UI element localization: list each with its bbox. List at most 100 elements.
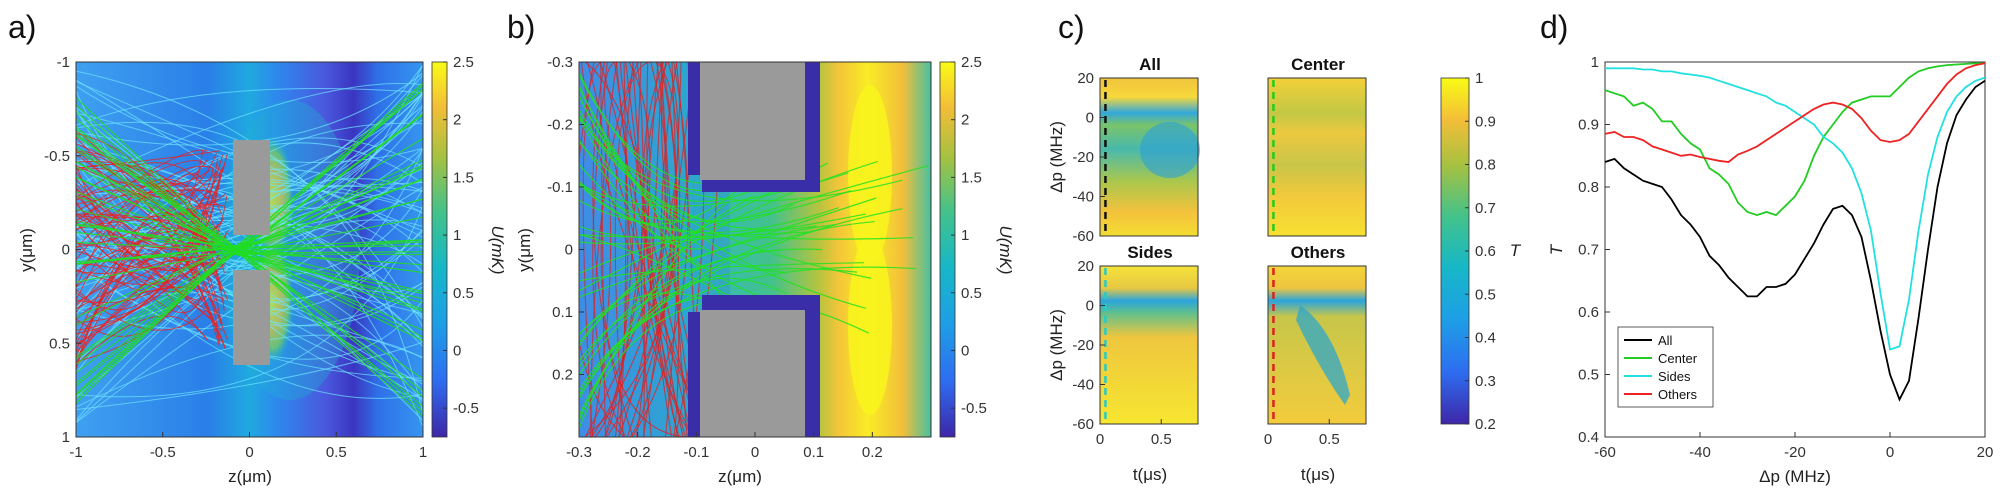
panel-d-ytick-label: 0.7 (1578, 242, 1599, 259)
panel-a-trajectory-cyan (76, 72, 423, 146)
panel-a-xtick-label: 1 (419, 444, 427, 461)
panel-a-colorbar-label: U(mK) (488, 225, 507, 274)
panel-b-cb-tick-label: 1 (961, 227, 969, 244)
panel-c-ytick-label: 0 (1086, 298, 1094, 315)
panel-c-title-center: Center (1291, 55, 1345, 74)
panel-a-xlabel: z(μm) (228, 467, 272, 486)
panel-b-trajectory-red (586, 62, 612, 437)
panel-a-cb-tick-label: 0.5 (453, 285, 474, 302)
panel-a-trajectory-green (76, 164, 423, 264)
panel-b-trajectory-red (640, 62, 668, 437)
panel-b-ytick-label: 0.2 (552, 367, 573, 384)
panel-a: -1 -0.5 0 0.5 1-1-0.500.51 z(μm) y(μm) 2.521… (17, 54, 507, 486)
panel-b-image (579, 62, 931, 437)
panel-a-trajectory-red (76, 214, 223, 332)
panel-a-trajectory-red (76, 169, 222, 323)
panel-c-xlabel-right: t(μs) (1301, 465, 1335, 484)
panel-b-ytick-label: 0 (565, 242, 573, 259)
panel-label-c: c) (1058, 9, 1085, 45)
panel-a-axes: -1 -0.5 0 0.5 1-1-0.500.51 (44, 54, 427, 461)
panel-d-legend: All Center Sides Others (1617, 326, 1714, 408)
panel-b-trajectory-green (579, 231, 813, 238)
panel-a-ytick-label: 0.5 (49, 335, 70, 352)
panel-d-xtick-label: -40 (1689, 444, 1711, 461)
panel-d-xtick-label: 0 (1886, 444, 1894, 461)
panel-b-cb-tick-label: 0 (961, 342, 969, 359)
panel-a-cb-tick-label: 0 (453, 342, 461, 359)
panel-b-trajectory-green (579, 197, 877, 298)
panel-c-title-all: All (1139, 55, 1161, 74)
panel-a-wall-bottom (233, 270, 270, 365)
panel-b-trajectory-red (635, 62, 663, 437)
panel-label-d: d) (1540, 9, 1568, 45)
panel-b-trajectory-green (579, 208, 903, 396)
panel-b-trajectory-red (604, 62, 707, 437)
panel-b: -0.3 -0.2 -0.1 0 0.1 0.2 -0.3 -0.2 -0.1 0 0.1 0.2 z… (515, 54, 1015, 486)
panel-b-trajectory-red (655, 62, 681, 437)
panel-b-cb-tick-label: 1.5 (961, 169, 982, 186)
panel-c-xtick-label: 0 (1096, 431, 1104, 448)
panel-a-trajectory-red (76, 201, 205, 314)
panel-c-ytick-label: -40 (1072, 377, 1094, 394)
panel-c-ytick-label: 20 (1077, 70, 1094, 87)
panel-a-xtick-label: 0.5 (326, 444, 347, 461)
panel-c-xlabel-left: t(μs) (1133, 465, 1167, 484)
panel-b-trajectory-red (582, 62, 602, 437)
panel-b-xtick-label: -0.3 (566, 444, 592, 461)
panel-d-series-all (1604, 80, 1986, 402)
panel-c-map-sides (1100, 266, 1198, 424)
panel-b-trajectory-red (660, 62, 688, 437)
panel-b-ytick-label: 0.1 (552, 304, 573, 321)
panel-a-trajectory-red (76, 149, 204, 274)
panel-d-series-others (1604, 62, 1986, 163)
panel-b-trajectory-red (620, 62, 698, 437)
panel-a-cb-tick-label: -0.5 (453, 400, 479, 417)
panel-d-legend-label: Sides (1658, 369, 1691, 384)
panel-c-cb-tick-label: 0.6 (1475, 243, 1496, 260)
panel-b-xlabel: z(μm) (718, 467, 762, 486)
panel-a-trajectory-green (76, 118, 423, 295)
panel-b-trajectory-green (579, 213, 867, 239)
panel-a-cb-tick-label: 1.5 (453, 169, 474, 186)
panel-a-colorbar (431, 61, 448, 438)
panel-b-xtick-label: 0 (751, 444, 759, 461)
panel-c-ytick-label: -40 (1072, 189, 1094, 206)
panel-a-trajectory-cyan (76, 111, 423, 213)
panel-b-cb-tick-label: 2.5 (961, 54, 982, 71)
panel-b-wall-top (700, 62, 805, 180)
panel-b-cb-tick-label: 2 (961, 112, 969, 129)
panel-c-ylabel-bottom: Δp (MHz) (1047, 309, 1066, 381)
panel-b-trajectory-green (579, 262, 864, 282)
panel-d-legend-label: Center (1658, 351, 1698, 366)
panel-a-cb-tick-label: 2.5 (453, 54, 474, 71)
panel-c-cb-tick-label: 0.7 (1475, 200, 1496, 217)
panel-c-ylabel-top: Δp (MHz) (1047, 121, 1066, 193)
panel-c-ytick-label: -60 (1072, 416, 1094, 433)
panel-d-legend-label: Others (1658, 387, 1698, 402)
panel-c-map-center (1268, 78, 1366, 236)
panel-b-trajectory-green (579, 228, 769, 245)
panel-a-ylabel: y(μm) (17, 228, 36, 272)
panel-a-trajectory-red (76, 176, 222, 304)
panel-b-cb-tick-label: -0.5 (961, 400, 987, 417)
panel-c-cb-tick-label: 1 (1475, 70, 1483, 87)
panel-c-xtick-label: 0 (1264, 431, 1272, 448)
panel-d-ytick-label: 0.6 (1578, 304, 1599, 321)
panel-a-wall-top (233, 140, 270, 235)
panel-d-series-sides (1605, 67, 1986, 351)
panel-a-trajectory-cyan (76, 233, 423, 399)
panel-b-trajectory-red (618, 62, 667, 437)
panel-c-colorbar (1440, 77, 1470, 425)
panel-b-trajectory-green (579, 141, 872, 279)
panel-c-frame (1267, 265, 1367, 425)
panel-b-xtick-label: -0.2 (625, 444, 651, 461)
panel-a-trajectory-red (76, 160, 225, 311)
panel-a-trajectory-red (76, 259, 223, 304)
panel-b-colorbar-label: U(mK) (996, 225, 1015, 274)
panel-a-xtick-label: -0.5 (150, 444, 176, 461)
panel-b-xtick-label: -0.1 (683, 444, 709, 461)
panel-a-trajectory-cyan (76, 79, 423, 318)
panel-c-cb-tick-label: 0.9 (1475, 113, 1496, 130)
panel-b-trajectory-green (579, 195, 754, 343)
panel-d: -60 -40 -20 0 20 1 0.9 0.8 0.7 0.6 0.5 0.4 Δp (MHz)… (1547, 54, 1993, 486)
